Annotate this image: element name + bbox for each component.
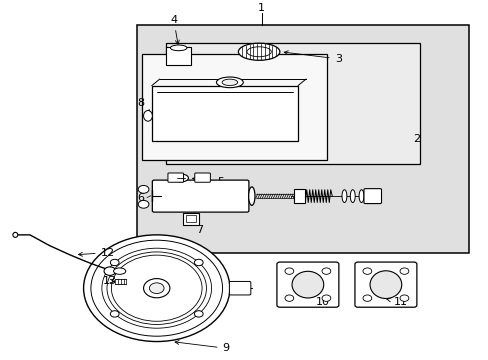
Ellipse shape (222, 79, 237, 86)
Text: 12: 12 (79, 248, 115, 258)
Text: 5: 5 (192, 176, 224, 186)
FancyBboxPatch shape (166, 43, 419, 164)
Circle shape (83, 235, 229, 342)
FancyBboxPatch shape (354, 262, 416, 307)
Ellipse shape (216, 77, 243, 88)
FancyBboxPatch shape (229, 282, 250, 295)
Ellipse shape (349, 190, 354, 203)
Ellipse shape (170, 45, 186, 51)
Text: 1: 1 (258, 3, 264, 13)
Text: 8: 8 (137, 98, 150, 113)
FancyBboxPatch shape (166, 48, 190, 65)
Circle shape (104, 267, 116, 275)
Text: 4: 4 (170, 15, 179, 44)
Ellipse shape (13, 232, 18, 237)
Ellipse shape (291, 271, 323, 298)
FancyBboxPatch shape (142, 54, 327, 160)
Circle shape (285, 268, 293, 274)
Circle shape (322, 268, 330, 274)
Text: 7: 7 (187, 221, 203, 234)
Ellipse shape (113, 268, 125, 274)
Ellipse shape (238, 43, 279, 60)
Circle shape (322, 295, 330, 301)
Text: 6: 6 (137, 193, 144, 203)
Text: 10: 10 (309, 274, 329, 307)
Ellipse shape (369, 271, 401, 298)
Text: 3: 3 (284, 51, 341, 64)
Ellipse shape (341, 190, 346, 203)
Text: 11: 11 (386, 297, 407, 307)
Circle shape (285, 295, 293, 301)
FancyBboxPatch shape (194, 173, 210, 182)
Ellipse shape (143, 111, 152, 121)
Circle shape (143, 279, 169, 298)
FancyBboxPatch shape (185, 215, 195, 222)
Circle shape (149, 283, 163, 293)
FancyBboxPatch shape (182, 213, 199, 225)
Circle shape (399, 295, 408, 301)
Text: 2: 2 (412, 134, 419, 144)
Circle shape (399, 268, 408, 274)
FancyBboxPatch shape (137, 25, 468, 253)
FancyBboxPatch shape (276, 262, 338, 307)
Text: 13: 13 (103, 276, 117, 286)
Circle shape (110, 259, 119, 266)
Ellipse shape (248, 187, 254, 205)
FancyBboxPatch shape (167, 173, 183, 182)
Circle shape (362, 295, 371, 301)
FancyBboxPatch shape (363, 189, 381, 203)
Text: 9: 9 (175, 341, 229, 353)
Circle shape (362, 268, 371, 274)
Ellipse shape (173, 174, 188, 182)
Ellipse shape (358, 190, 363, 203)
FancyBboxPatch shape (152, 180, 248, 212)
Circle shape (194, 259, 203, 266)
FancyBboxPatch shape (294, 189, 305, 203)
FancyBboxPatch shape (152, 86, 298, 141)
Circle shape (91, 240, 222, 336)
Circle shape (110, 311, 119, 317)
Ellipse shape (138, 185, 149, 193)
Circle shape (194, 311, 203, 317)
Ellipse shape (138, 201, 149, 208)
